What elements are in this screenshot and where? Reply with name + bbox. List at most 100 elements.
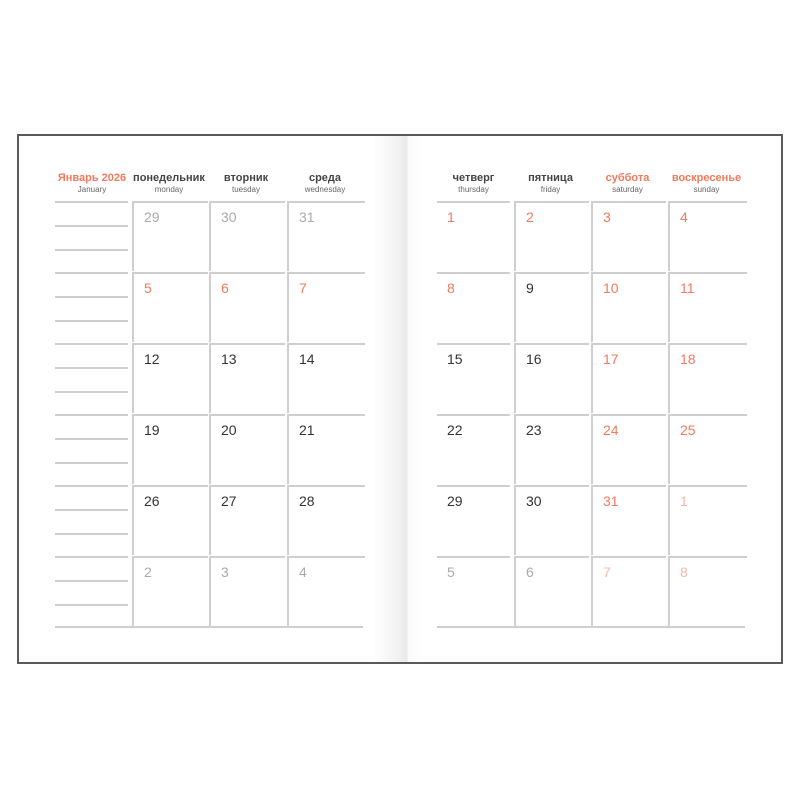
day-number: 13 [221, 351, 237, 367]
day-number: 16 [526, 351, 542, 367]
notes-line [55, 225, 128, 227]
weekday-name: среда [308, 172, 342, 184]
day-number: 17 [603, 351, 619, 367]
day-number: 30 [221, 209, 237, 225]
day-cell: 2 [132, 556, 208, 626]
day-number: 11 [680, 280, 695, 296]
notes-line [55, 391, 128, 393]
day-number: 8 [447, 280, 455, 296]
day-number: 26 [144, 493, 160, 509]
day-number: 3 [603, 209, 611, 225]
day-cell: 20 [209, 414, 285, 484]
day-cell: 30 [514, 485, 589, 555]
month-header: Январь 2026 January [47, 172, 137, 194]
day-cell: 3 [209, 556, 285, 626]
day-number: 2 [144, 564, 152, 580]
day-cell: 17 [591, 343, 666, 413]
notes-line [55, 320, 128, 322]
weekday-name: воскресенье [671, 172, 742, 184]
day-number: 6 [526, 564, 534, 580]
day-cell: 8 [437, 272, 510, 342]
day-number: 27 [221, 493, 237, 509]
weekday-name-english: monday [154, 185, 184, 194]
notes-line [55, 414, 128, 416]
day-cell: 22 [437, 414, 510, 484]
day-number: 24 [603, 422, 619, 438]
notes-line [55, 604, 128, 606]
day-cell: 27 [209, 485, 285, 555]
weekday-header-tuesday: вторник tuesday [201, 172, 291, 194]
weekday-name: четверг [452, 172, 495, 184]
weekday-header-sunday: воскресенье sunday [662, 172, 752, 194]
day-number: 28 [299, 493, 315, 509]
weekday-name-english: thursday [458, 185, 489, 194]
day-cell: 29 [437, 485, 510, 555]
day-number: 25 [680, 422, 696, 438]
notes-line [55, 556, 128, 558]
day-cell: 5 [132, 272, 208, 342]
day-cell: 15 [437, 343, 510, 413]
day-number: 5 [144, 280, 152, 296]
day-cell: 16 [514, 343, 589, 413]
month-title: Январь 2026 [57, 172, 127, 184]
day-number: 8 [680, 564, 688, 580]
day-cell: 30 [209, 201, 285, 271]
day-number: 4 [680, 209, 688, 225]
weekday-name-english: tuesday [231, 185, 261, 194]
weekday-header-thursday: четверг thursday [429, 172, 519, 194]
day-number: 9 [526, 280, 534, 296]
day-number: 1 [680, 493, 688, 509]
notes-line [55, 438, 128, 440]
weekday-name: понедельник [133, 172, 205, 184]
day-number: 4 [299, 564, 307, 580]
day-number: 6 [221, 280, 229, 296]
notes-line [55, 201, 128, 203]
day-cell: 29 [132, 201, 208, 271]
notes-line [55, 272, 128, 274]
day-cell: 10 [591, 272, 666, 342]
day-number: 31 [299, 209, 315, 225]
day-number: 30 [526, 493, 542, 509]
day-cell: 19 [132, 414, 208, 484]
day-number: 1 [447, 209, 455, 225]
day-number: 22 [447, 422, 463, 438]
weekday-header-friday: пятница friday [506, 172, 596, 194]
day-cell: 1 [668, 485, 747, 555]
right-page-bottom-line [437, 626, 745, 628]
weekday-name-english: wednesday [304, 185, 346, 194]
weekday-name-english: saturday [612, 185, 643, 194]
day-cell: 2 [514, 201, 589, 271]
planner-spread [17, 134, 783, 664]
book-spine-shadow [372, 136, 422, 662]
day-number: 20 [221, 422, 237, 438]
day-number: 12 [144, 351, 160, 367]
day-cell: 31 [287, 201, 365, 271]
weekday-name-english: friday [540, 185, 561, 194]
notes-line [55, 580, 128, 582]
day-cell: 21 [287, 414, 365, 484]
weekday-name: суббота [605, 172, 650, 184]
day-cell: 4 [668, 201, 747, 271]
day-cell: 1 [437, 201, 510, 271]
left-page-bottom-line [55, 626, 363, 628]
notes-line [55, 485, 128, 487]
month-subtitle: January [77, 185, 107, 194]
weekday-name: вторник [223, 172, 269, 184]
day-number: 3 [221, 564, 229, 580]
day-cell: 8 [668, 556, 747, 626]
day-cell: 7 [591, 556, 666, 626]
day-cell: 5 [437, 556, 510, 626]
day-number: 7 [603, 564, 611, 580]
day-cell: 28 [287, 485, 365, 555]
day-cell: 25 [668, 414, 747, 484]
day-cell: 4 [287, 556, 365, 626]
day-number: 29 [144, 209, 160, 225]
weekday-header-wednesday: среда wednesday [280, 172, 370, 194]
day-number: 10 [603, 280, 619, 296]
day-number: 19 [144, 422, 160, 438]
day-cell: 6 [514, 556, 589, 626]
day-cell: 11 [668, 272, 747, 342]
notes-line [55, 533, 128, 535]
day-number: 2 [526, 209, 534, 225]
day-number: 29 [447, 493, 463, 509]
